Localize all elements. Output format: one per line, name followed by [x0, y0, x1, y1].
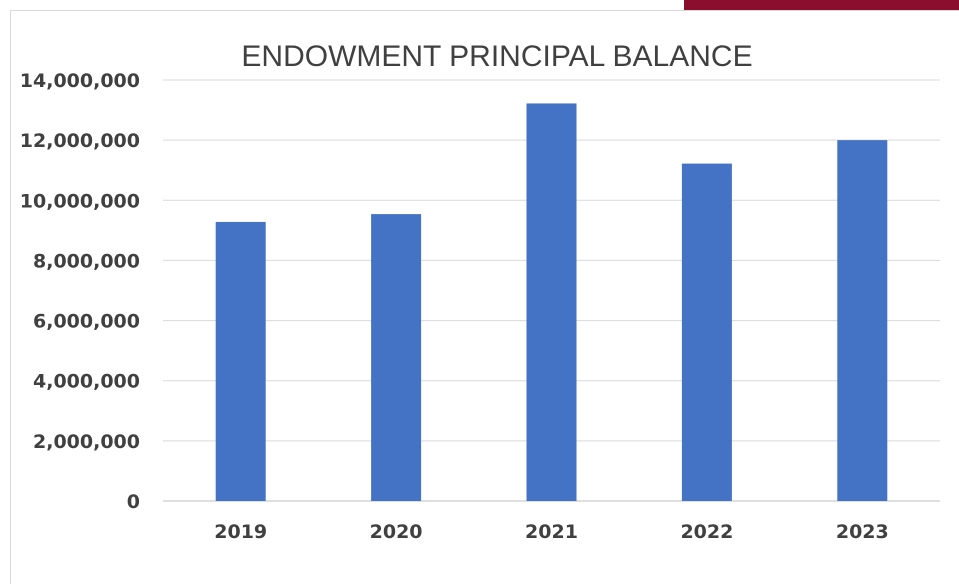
y-tick-label: 0 — [127, 491, 140, 513]
bar-2019 — [215, 221, 266, 502]
y-axis-ticks: 0 2,000,000 4,000,000 6,000,000 8,000,000 10,… — [20, 70, 140, 513]
accent-bar — [684, 0, 959, 10]
y-tick-label: 14,000,000 — [20, 70, 140, 92]
bars — [215, 103, 888, 502]
y-tick-label: 12,000,000 — [20, 130, 140, 152]
x-axis-ticks: 2019 2020 2021 2022 2023 — [214, 521, 888, 543]
y-tick-label: 6,000,000 — [33, 311, 140, 333]
y-tick-label: 10,000,000 — [20, 190, 140, 212]
bar-2022 — [681, 163, 732, 501]
x-tick-label: 2023 — [836, 521, 889, 543]
chart-frame — [10, 10, 959, 584]
y-tick-label: 4,000,000 — [33, 371, 140, 393]
bar-2020 — [371, 214, 422, 501]
bar-2021 — [526, 103, 577, 501]
chart-title: ENDOWMENT PRINCIPAL BALANCE — [241, 40, 752, 73]
bar-2023 — [837, 140, 888, 501]
x-tick-label: 2020 — [370, 521, 423, 543]
x-tick-label: 2022 — [680, 521, 733, 543]
y-tick-label: 2,000,000 — [33, 431, 140, 453]
x-tick-label: 2021 — [525, 521, 578, 543]
x-tick-label: 2019 — [214, 521, 267, 543]
y-tick-label: 8,000,000 — [33, 250, 140, 272]
